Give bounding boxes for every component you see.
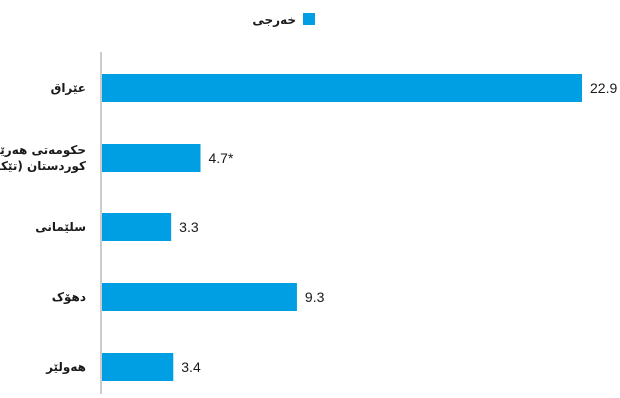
bars-group: [102, 74, 582, 381]
legend-label: خەرجی: [252, 13, 296, 27]
value-labels-group: 22.9 4.7* 3.3 9.3 3.4: [179, 80, 617, 375]
category-label-1-1: کوردستان (تێکرا): [0, 159, 86, 174]
category-label-2-0: سلێمانی: [35, 220, 86, 234]
bar-2: [102, 213, 172, 241]
bar-1: [102, 144, 201, 172]
value-label-1: 4.7*: [209, 150, 234, 166]
value-label-3: 9.3: [305, 289, 325, 305]
bar-4: [102, 353, 174, 381]
value-label-4: 3.4: [181, 359, 201, 375]
value-label-0: 22.9: [590, 80, 617, 96]
category-label-3-0: دهۆک: [52, 290, 86, 305]
category-label-4-0: هەولێر: [45, 360, 86, 375]
category-label-0-0: عێراق: [51, 81, 86, 95]
bar-0: [102, 74, 582, 102]
legend-swatch: [303, 13, 315, 25]
category-labels-group: عێراق حکومەتی هەرێمیکوردستان (تێکرا) سلێما…: [0, 81, 86, 375]
value-label-2: 3.3: [179, 219, 199, 235]
legend: خەرجی: [252, 13, 315, 27]
bar-3: [102, 283, 297, 311]
category-label-1-0: حکومەتی هەرێمی: [0, 143, 86, 158]
